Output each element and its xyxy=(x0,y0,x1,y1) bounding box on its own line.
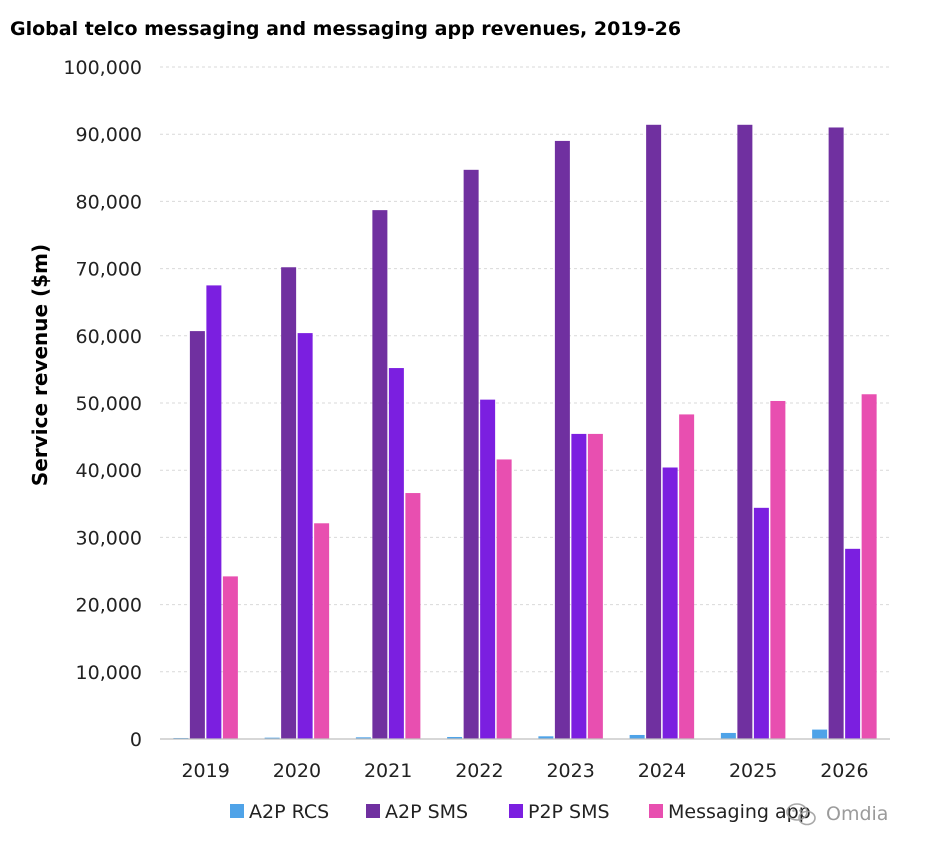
bar-a2p-sms-2023 xyxy=(554,140,570,740)
bar-messaging-app-2020 xyxy=(314,523,330,739)
watermark: Omdia xyxy=(786,803,888,826)
bar-a2p-sms-2025 xyxy=(737,124,753,740)
bar-a2p-rcs-2021 xyxy=(355,737,371,739)
bar-a2p-sms-2022 xyxy=(463,169,479,739)
y-tick-label: 0 xyxy=(130,729,142,751)
y-tick-label: 80,000 xyxy=(76,191,142,213)
bar-p2p-sms-2020 xyxy=(297,333,313,739)
x-tick-label: 2022 xyxy=(455,760,503,782)
legend-swatch xyxy=(230,804,244,818)
chart-title: Global telco messaging and messaging app… xyxy=(10,18,681,40)
bar-messaging-app-2022 xyxy=(496,459,512,739)
bar-p2p-sms-2023 xyxy=(571,433,587,739)
x-tick-label: 2024 xyxy=(638,760,686,782)
x-tick-label: 2023 xyxy=(546,760,594,782)
y-tick-label: 10,000 xyxy=(76,662,142,684)
legend-label: A2P SMS xyxy=(385,801,468,823)
bar-p2p-sms-2026 xyxy=(845,548,861,739)
x-axis-ticks: 2019 2020 2021 2022 2023 2024 2025 2026 xyxy=(181,760,868,782)
bar-messaging-app-2024 xyxy=(679,414,695,739)
bar-a2p-rcs-2023 xyxy=(538,736,554,739)
x-tick-label: 2019 xyxy=(181,760,229,782)
bar-a2p-sms-2021 xyxy=(372,210,388,739)
bar-messaging-app-2023 xyxy=(587,433,603,739)
bar-p2p-sms-2022 xyxy=(480,399,496,739)
bar-p2p-sms-2019 xyxy=(206,285,222,739)
bar-p2p-sms-2025 xyxy=(753,507,769,739)
bar-a2p-sms-2020 xyxy=(281,267,297,739)
bar-p2p-sms-2024 xyxy=(662,467,678,739)
y-tick-label: 90,000 xyxy=(76,124,142,146)
bar-messaging-app-2025 xyxy=(770,400,786,739)
legend: A2P RCS A2P SMS P2P SMS Messaging app xyxy=(230,801,811,823)
bar-messaging-app-2021 xyxy=(405,493,421,739)
y-tick-label: 50,000 xyxy=(76,393,142,415)
bar-a2p-rcs-2020 xyxy=(264,737,280,739)
y-axis-label: Service revenue ($m) xyxy=(28,244,52,486)
y-tick-label: 70,000 xyxy=(76,259,142,281)
legend-label: P2P SMS xyxy=(528,801,610,823)
legend-label: Messaging app xyxy=(668,801,811,823)
y-tick-label: 40,000 xyxy=(76,460,142,482)
y-tick-label: 20,000 xyxy=(76,595,142,617)
bar-a2p-sms-2019 xyxy=(189,331,205,739)
legend-swatch xyxy=(649,804,663,818)
bar-messaging-app-2026 xyxy=(861,394,877,739)
bar-p2p-sms-2021 xyxy=(388,368,404,739)
y-axis-ticks: 0 10,000 20,000 30,000 40,000 50,000 60,000 70,… xyxy=(63,57,142,751)
bar-a2p-rcs-2024 xyxy=(629,734,645,739)
x-tick-label: 2021 xyxy=(364,760,412,782)
legend-label: A2P RCS xyxy=(249,801,329,823)
x-tick-label: 2026 xyxy=(820,760,868,782)
legend-swatch xyxy=(366,804,380,818)
bars xyxy=(173,124,877,740)
wechat-icon xyxy=(786,803,816,826)
bar-a2p-rcs-2026 xyxy=(812,729,828,739)
bar-a2p-sms-2026 xyxy=(828,127,844,740)
bar-messaging-app-2019 xyxy=(222,576,238,739)
y-tick-label: 100,000 xyxy=(63,57,142,79)
watermark-text: Omdia xyxy=(826,803,888,825)
x-tick-label: 2025 xyxy=(729,760,777,782)
legend-swatch xyxy=(509,804,523,818)
y-tick-label: 60,000 xyxy=(76,326,142,348)
bar-a2p-rcs-2022 xyxy=(447,736,463,739)
x-tick-label: 2020 xyxy=(273,760,321,782)
y-tick-label: 30,000 xyxy=(76,527,142,549)
bar-a2p-sms-2024 xyxy=(646,124,662,740)
bar-a2p-rcs-2025 xyxy=(720,732,736,739)
